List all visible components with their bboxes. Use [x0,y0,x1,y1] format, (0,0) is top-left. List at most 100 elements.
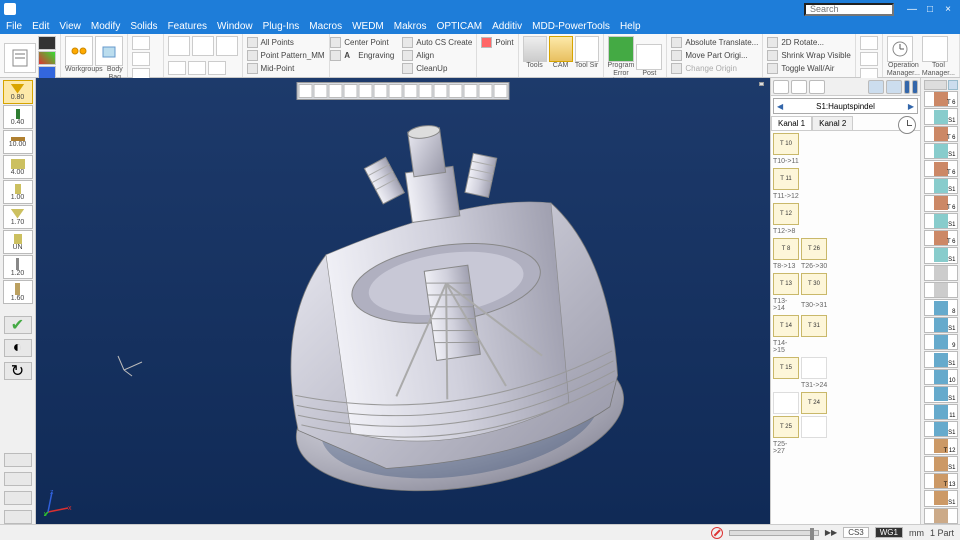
op-cell[interactable]: T 24 [801,392,827,414]
op-tab[interactable] [868,80,884,94]
error-checker-button[interactable] [608,36,634,62]
solid-small-button[interactable] [208,61,226,75]
view-button[interactable] [479,84,493,98]
toolsir-button[interactable] [575,36,599,62]
rack-tool[interactable] [924,265,958,281]
side-button[interactable] [4,491,32,505]
menu-plugins[interactable]: Plug-Ins [263,21,300,32]
tool-slot[interactable]: 1.00 [3,180,33,204]
menu-mdd[interactable]: MDD-PowerTools [532,21,610,32]
status-wg[interactable]: WG1 [875,527,903,538]
center-point-button[interactable]: Center Point [330,36,394,49]
op-cell[interactable]: T 13 [773,273,799,295]
side-confirm-button[interactable]: ✔ [4,316,32,334]
align-button[interactable]: Align [402,49,472,62]
menu-edit[interactable]: Edit [32,21,49,32]
point-pattern-button[interactable]: EngravingA Engraving [330,49,394,62]
tool-slot[interactable]: 1.60 [3,280,33,304]
op-row[interactable]: T 14T 31 [773,315,918,337]
mid-point-button[interactable]: Mid-Point [247,62,326,75]
menu-solids[interactable]: Solids [130,21,157,32]
tool-manager-button[interactable] [922,36,948,62]
cleanup-button[interactable]: CleanUp [402,62,472,75]
side-button[interactable] [4,510,32,524]
rack-tool[interactable]: T 6 [924,91,958,107]
rack-tool[interactable]: S1 [924,351,958,367]
rack-tool[interactable] [924,508,958,524]
change-origin-button[interactable]: Change Origin [671,62,758,75]
op-panel-header[interactable]: ◀ S1:Hauptspindel ▶ [773,98,918,114]
minimize-button[interactable]: — [904,2,920,16]
op-tab[interactable] [809,80,825,94]
shape-cube-button[interactable] [132,36,150,50]
rack-tool[interactable]: T 13 [924,473,958,489]
rack-tool[interactable] [924,282,958,298]
view-button[interactable] [494,84,508,98]
op-cell[interactable]: T 31 [801,315,827,337]
solid-button[interactable] [168,36,190,56]
op-cell[interactable]: T 10 [773,133,799,155]
op-tab[interactable] [791,80,807,94]
menu-help[interactable]: Help [620,21,641,32]
menu-macros[interactable]: Macros [309,21,342,32]
view-button[interactable] [449,84,463,98]
shape-sphere-button[interactable] [132,52,150,66]
op-cell[interactable] [801,416,827,438]
solid-button[interactable] [192,36,214,56]
channel-tab-1[interactable]: Kanal 1 [771,116,812,130]
viewport-3d[interactable]: x z y [36,78,770,524]
op-row[interactable]: T 11 [773,168,918,190]
menu-opticam[interactable]: OPTICAM [437,21,483,32]
tool-slot[interactable]: 0.80 [3,80,33,104]
op-cell[interactable] [801,357,827,379]
op-cell[interactable]: T 8 [773,238,799,260]
view-button[interactable] [374,84,388,98]
rack-tool[interactable]: S1 [924,456,958,472]
menu-wedm[interactable]: WEDM [352,21,384,32]
op-cell[interactable]: T 11 [773,168,799,190]
op-row[interactable]: T 13T 30 [773,273,918,295]
misc-button[interactable] [860,52,878,66]
side-button[interactable] [4,453,32,467]
op-row[interactable]: T 25 [773,416,918,438]
tool-slot[interactable]: 10.00 [3,130,33,154]
rack-tool[interactable]: T 6 [924,126,958,142]
misc-button[interactable] [860,36,878,50]
rack-tool[interactable]: T 6 [924,230,958,246]
op-tab[interactable] [773,80,789,94]
op-tab[interactable] [904,80,910,94]
view-button[interactable] [314,84,328,98]
op-cell[interactable]: T 12 [773,203,799,225]
rack-tool[interactable]: 10 [924,369,958,385]
rib-icon[interactable] [38,36,56,50]
rack-tool[interactable]: S1 [924,108,958,124]
view-button[interactable] [389,84,403,98]
view-button[interactable] [404,84,418,98]
rack-tool[interactable]: S1 [924,247,958,263]
op-row[interactable]: T 8T 26 [773,238,918,260]
op-cell[interactable]: T 30 [801,273,827,295]
document-control-button[interactable] [4,43,36,73]
tool-slot[interactable]: 1.70 [3,205,33,229]
menu-view[interactable]: View [59,21,81,32]
move-origin-button[interactable]: Move Part Origi... [671,49,758,62]
side-globe-button[interactable]: ◐ [4,339,32,357]
op-row[interactable]: T 15 [773,357,918,379]
menu-makros[interactable]: Makros [394,21,427,32]
op-row[interactable]: T 12 [773,203,918,225]
shrink-wrap-button[interactable]: Shrink Wrap Visible [767,49,851,62]
side-button[interactable] [4,472,32,486]
tool-slot[interactable]: 4.00 [3,155,33,179]
channel-tab-2[interactable]: Kanal 2 [812,116,853,130]
rack-tool[interactable]: S1 [924,317,958,333]
op-cell[interactable]: T 14 [773,315,799,337]
status-slider[interactable] [729,530,819,536]
rib-icon[interactable] [38,51,56,65]
solid-button[interactable] [216,36,238,56]
solid-small-button[interactable] [168,61,186,75]
point-button[interactable]: Point [481,36,513,49]
view-button[interactable] [359,84,373,98]
rack-tool[interactable]: S1 [924,178,958,194]
op-manager-button[interactable] [887,36,913,62]
rack-tool[interactable]: S1 [924,490,958,506]
